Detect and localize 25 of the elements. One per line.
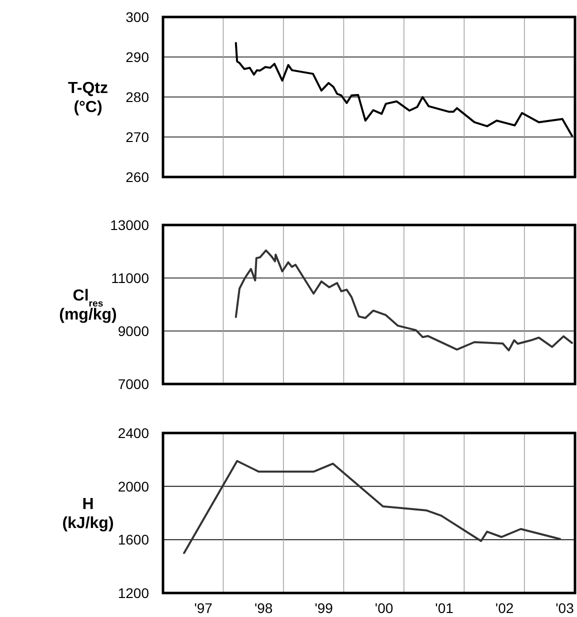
- x-tick-label: '98: [254, 600, 273, 616]
- y-tick-label: 2000: [118, 478, 150, 494]
- y-axis-title: T-Qtz (°C): [68, 80, 108, 116]
- y-tick-label: 1200: [118, 585, 150, 601]
- x-tick-label: '03: [556, 600, 574, 616]
- y-tick-label: 7000: [118, 376, 150, 392]
- y-tick-label: 13000: [110, 217, 150, 233]
- line-series: [183, 460, 561, 554]
- x-tick-label: '00: [374, 600, 394, 616]
- y-tick-label: 2400: [118, 425, 150, 441]
- x-tick-label: '97: [194, 600, 213, 616]
- x-tick-label: '02: [495, 600, 514, 616]
- y-tick-label: 280: [126, 89, 150, 105]
- y-tick-label: 300: [126, 9, 150, 25]
- y-tick-label: 11000: [111, 270, 150, 286]
- y-axis-title: H (kJ/kg): [62, 496, 114, 532]
- x-tick-label: '01: [435, 600, 454, 616]
- y-axis-title: Cl$_{res}$ (mg/kg): [59, 288, 117, 324]
- y-tick-label: 290: [126, 49, 150, 65]
- line-series: [234, 249, 573, 352]
- y-tick-label: 1600: [118, 532, 150, 548]
- y-tick-label: 9000: [118, 323, 150, 339]
- y-tick-label: 270: [126, 129, 150, 145]
- x-tick-label: '99: [314, 600, 334, 616]
- y-tick-label: 260: [126, 169, 150, 185]
